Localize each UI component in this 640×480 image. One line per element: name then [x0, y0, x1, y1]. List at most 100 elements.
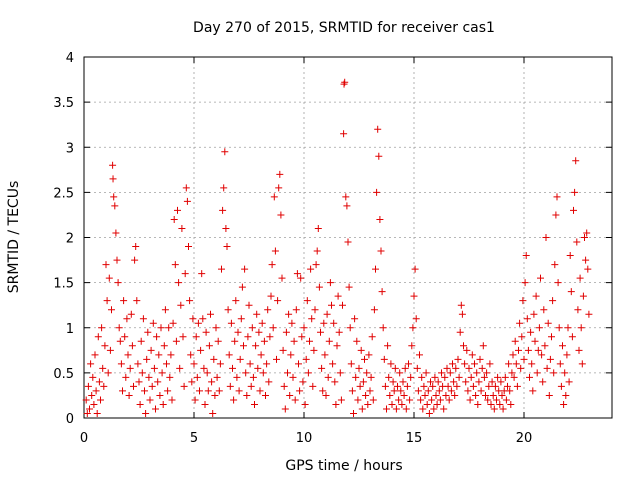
data-point — [511, 337, 519, 345]
data-point — [366, 387, 374, 395]
data-point — [198, 270, 206, 278]
data-point — [231, 337, 239, 345]
data-point — [91, 351, 99, 359]
data-point — [408, 342, 416, 350]
data-point — [136, 400, 144, 408]
data-point — [365, 351, 373, 359]
data-point — [392, 405, 400, 413]
data-point — [375, 152, 383, 160]
data-point — [274, 297, 282, 305]
data-point — [490, 405, 498, 413]
data-point — [383, 405, 390, 413]
data-point — [564, 324, 572, 332]
data-point — [270, 193, 278, 201]
data-point — [264, 306, 272, 314]
data-point — [458, 310, 466, 318]
data-point — [413, 364, 421, 372]
data-point — [134, 360, 142, 368]
data-point — [252, 342, 260, 350]
data-point — [406, 396, 414, 404]
data-point — [507, 400, 515, 408]
data-point — [103, 297, 111, 305]
data-point — [339, 301, 346, 309]
data-point — [418, 373, 426, 381]
data-point — [185, 243, 192, 251]
data-point — [153, 333, 161, 341]
data-point — [364, 400, 372, 408]
data-point — [376, 215, 384, 223]
data-point — [485, 382, 493, 390]
data-point — [308, 315, 316, 323]
data-point — [215, 387, 223, 395]
data-point — [578, 360, 586, 368]
data-point — [156, 391, 164, 399]
data-point — [330, 319, 338, 327]
data-point — [554, 279, 562, 287]
data-point — [249, 373, 257, 381]
data-point — [304, 369, 312, 377]
data-point — [262, 391, 269, 399]
data-point — [577, 324, 585, 332]
data-point — [299, 378, 307, 386]
data-point — [168, 396, 176, 404]
data-point — [487, 400, 495, 408]
data-point — [452, 364, 460, 372]
data-point — [160, 342, 168, 350]
data-point — [456, 328, 464, 336]
data-point — [113, 256, 121, 264]
data-point — [341, 78, 349, 86]
data-point — [255, 328, 263, 336]
data-point — [246, 360, 254, 368]
data-point — [529, 387, 537, 395]
data-point — [563, 351, 571, 359]
y-axis-label: SRMTID / TECUs — [6, 181, 22, 294]
data-point — [321, 351, 329, 359]
data-point — [190, 360, 198, 368]
data-point — [209, 409, 217, 417]
data-point — [386, 391, 394, 399]
data-point — [556, 360, 564, 368]
data-point — [112, 229, 120, 237]
data-point — [412, 315, 420, 323]
data-point — [158, 369, 166, 377]
data-point — [199, 315, 207, 323]
data-point — [477, 387, 485, 395]
data-point — [257, 351, 265, 359]
data-point — [88, 391, 96, 399]
data-point — [242, 369, 250, 377]
axis-ticks: 0 0.5 1 1.5 2 2.5 3 3.5 4 0 5 10 15 20 — [53, 51, 612, 446]
data-point — [279, 346, 287, 354]
data-point — [126, 364, 134, 372]
data-point — [164, 387, 172, 395]
data-point — [571, 188, 579, 196]
data-point — [285, 310, 293, 318]
data-point — [421, 391, 429, 399]
data-point — [267, 292, 275, 300]
data-point — [521, 279, 529, 287]
data-point — [287, 351, 295, 359]
data-point — [241, 265, 249, 273]
data-point — [212, 324, 220, 332]
data-point — [150, 364, 158, 372]
data-point — [528, 360, 536, 368]
data-point — [530, 310, 538, 318]
data-point — [154, 378, 162, 386]
data-point — [170, 215, 178, 223]
data-point — [183, 197, 191, 205]
y-tick-label: 2.5 — [53, 186, 74, 201]
data-point — [434, 378, 442, 386]
data-point — [111, 202, 119, 210]
data-point — [336, 369, 344, 377]
data-point — [573, 238, 581, 246]
data-point — [342, 193, 350, 201]
data-point — [576, 274, 584, 282]
data-point — [234, 328, 242, 336]
data-point — [467, 373, 475, 381]
data-point — [197, 346, 205, 354]
data-point — [358, 405, 366, 413]
data-point — [224, 306, 232, 314]
x-axis-label: GPS time / hours — [285, 458, 402, 474]
data-point — [99, 364, 107, 372]
data-point — [465, 364, 473, 372]
data-point — [432, 391, 440, 399]
